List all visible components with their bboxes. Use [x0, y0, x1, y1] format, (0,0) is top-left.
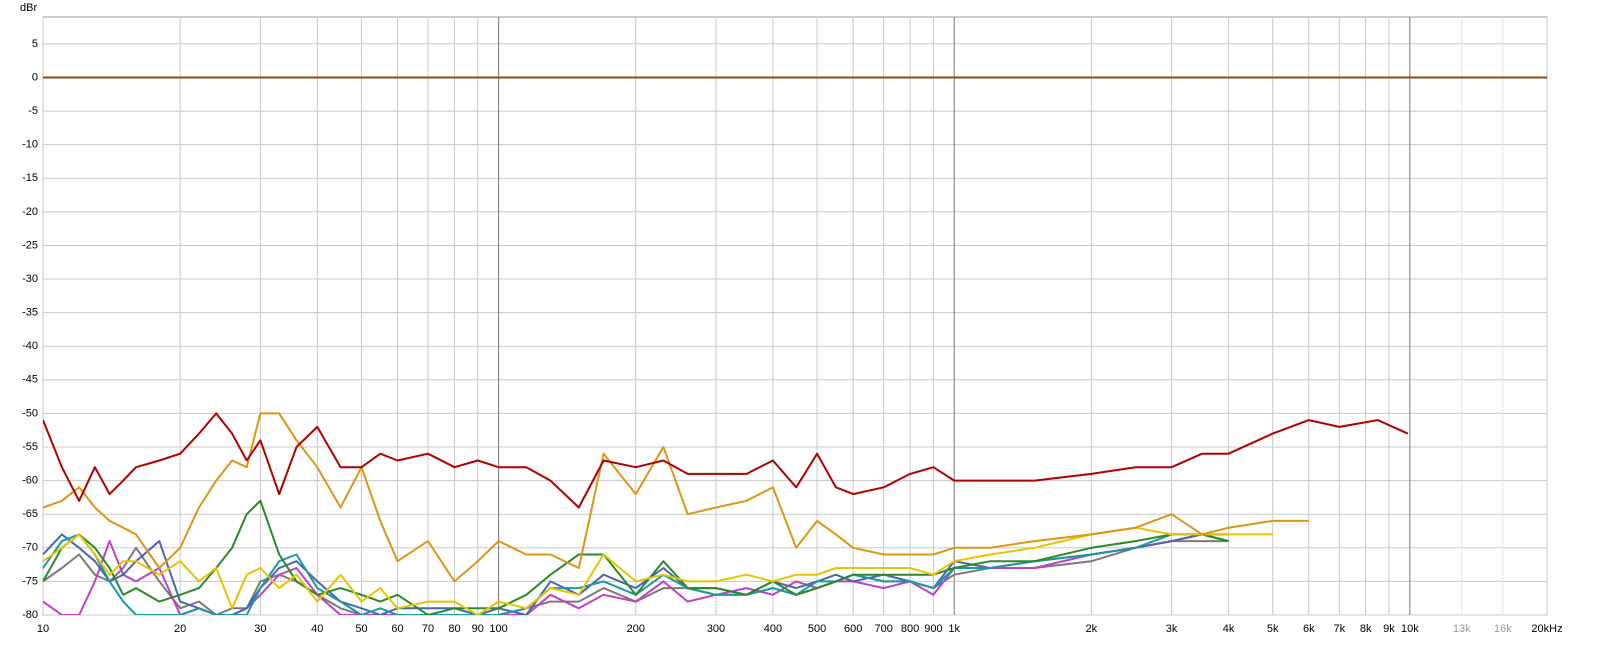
- series-line: [43, 533, 1229, 615]
- x-tick-label: 10k: [1401, 623, 1419, 635]
- series-line: [43, 412, 1409, 509]
- x-tick-label: 200: [627, 623, 645, 635]
- x-tick-label: 80: [448, 623, 460, 635]
- x-tick-label: 40: [311, 623, 323, 635]
- x-tick-label: 700: [874, 623, 892, 635]
- x-tick-label: 5k: [1267, 623, 1279, 635]
- y-tick-label: -70: [22, 542, 38, 554]
- x-tick-label: 600: [844, 623, 862, 635]
- x-tick-label: 10: [37, 623, 49, 635]
- grid: [42, 17, 1548, 616]
- x-tick-label: 13k: [1453, 623, 1471, 635]
- y-tick-label: -65: [22, 508, 38, 520]
- x-tick-label: 2k: [1086, 623, 1098, 635]
- y-tick-label: 5: [32, 38, 38, 50]
- y-tick-label: -35: [22, 307, 38, 319]
- series-line: [43, 412, 1309, 583]
- x-tick-label: 1k: [948, 623, 960, 635]
- y-tick-label: -15: [22, 172, 38, 184]
- x-tick-label: 400: [764, 623, 782, 635]
- x-tick-label: 60: [391, 623, 403, 635]
- series-line: [43, 526, 1273, 615]
- x-tick-label: 100: [489, 623, 507, 635]
- x-tick-label: 90: [472, 623, 484, 635]
- series-lines: [43, 76, 1547, 615]
- x-tick-label: 50: [355, 623, 367, 635]
- series-line: [43, 499, 1229, 615]
- x-tick-label: 6k: [1303, 623, 1315, 635]
- y-tick-label: -50: [22, 407, 38, 419]
- y-tick-label: -40: [22, 340, 38, 352]
- x-tick-label: 900: [924, 623, 942, 635]
- x-tick-label: 300: [707, 623, 725, 635]
- y-axis-label: dBr: [20, 2, 37, 14]
- x-tick-label: 20kHz: [1531, 623, 1562, 635]
- y-tick-label: -20: [22, 206, 38, 218]
- labels: 50-5-10-15-20-25-30-35-40-45-50-55-60-65…: [22, 38, 1563, 635]
- x-tick-label: 800: [901, 623, 919, 635]
- x-tick-label: 70: [422, 623, 434, 635]
- y-tick-label: -10: [22, 139, 38, 151]
- x-tick-label: 8k: [1360, 623, 1372, 635]
- y-tick-label: -75: [22, 575, 38, 587]
- y-tick-label: -25: [22, 239, 38, 251]
- plot-area: [42, 16, 1548, 616]
- y-tick-label: -55: [22, 441, 38, 453]
- y-tick-label: -60: [22, 475, 38, 487]
- x-tick-label: 16k: [1494, 623, 1512, 635]
- x-tick-label: 500: [808, 623, 826, 635]
- y-tick-label: -80: [22, 609, 38, 621]
- y-tick-label: -45: [22, 374, 38, 386]
- x-tick-label: 4k: [1223, 623, 1235, 635]
- x-tick-label: 30: [254, 623, 266, 635]
- x-tick-label: 9k: [1383, 623, 1395, 635]
- y-tick-label: -30: [22, 273, 38, 285]
- x-tick-label: 7k: [1333, 623, 1345, 635]
- x-tick-label: 20: [174, 623, 186, 635]
- y-tick-label: 0: [32, 71, 38, 83]
- y-tick-label: -5: [28, 105, 38, 117]
- x-tick-label: 3k: [1166, 623, 1178, 635]
